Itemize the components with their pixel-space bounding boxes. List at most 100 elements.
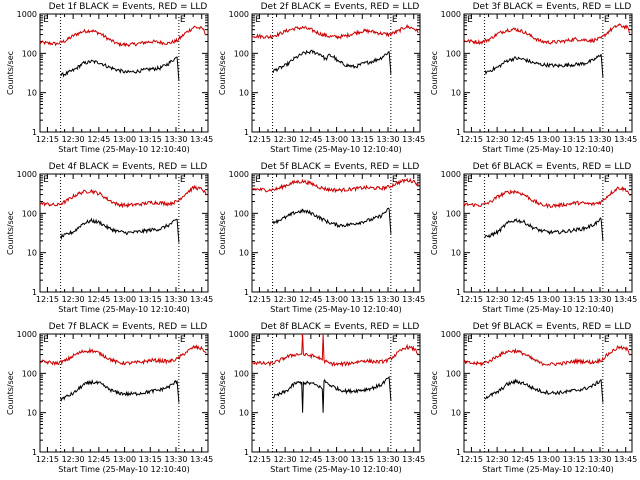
y-tick-label: 1 (32, 288, 37, 297)
x-tick-label: 13:15 (351, 455, 374, 464)
x-tick-label: 13:45 (402, 135, 425, 144)
y-axis-label: Counts/sec (430, 51, 439, 95)
event-marker-label: E (43, 175, 49, 185)
series-line (272, 207, 392, 234)
y-tick-label: 100 (234, 49, 249, 58)
x-tick-label: 12:45 (87, 295, 110, 304)
x-tick-label: 13:45 (402, 455, 425, 464)
y-axis-label: Counts/sec (218, 51, 227, 95)
y-tick-label: 1 (456, 128, 461, 137)
y-tick-label: 100 (446, 369, 461, 378)
y-tick-label: 1000 (17, 170, 37, 179)
x-axis-label: Start Time (25-May-10 12:10:40) (58, 145, 189, 154)
y-tick-label: 10 (27, 409, 37, 418)
x-tick-label: 13:15 (563, 295, 586, 304)
y-tick-label: 1 (456, 448, 461, 457)
series-line (463, 185, 631, 209)
x-axis-label: Start Time (25-May-10 12:10:40) (482, 465, 613, 474)
x-tick-label: 12:30 (62, 295, 85, 304)
plot-frame (251, 173, 421, 293)
plot-frame (463, 173, 633, 293)
series-line (251, 177, 419, 194)
series-line (272, 375, 392, 413)
plot-frame (463, 333, 633, 453)
y-tick-label: 100 (234, 209, 249, 218)
x-axis-label: Start Time (25-May-10 12:10:40) (58, 305, 189, 314)
chart-panel-8: Det 8f BLACK = Events, RED = LLD 1 10 100 10… (218, 322, 425, 474)
event-marker-label: E (604, 15, 610, 25)
plot-frame (463, 13, 633, 133)
x-axis-label: Start Time (25-May-10 12:10:40) (482, 145, 613, 154)
x-tick-label: 12:15 (248, 455, 271, 464)
series-line (39, 184, 207, 209)
x-tick-label: 13:30 (588, 135, 611, 144)
x-tick-label: 13:00 (537, 135, 560, 144)
event-marker-label: E (43, 15, 49, 25)
x-tick-label: 13:15 (351, 295, 374, 304)
x-tick-label: 13:15 (351, 135, 374, 144)
y-tick-label: 1 (244, 448, 249, 457)
series-line (484, 378, 604, 403)
event-marker-label: E (180, 335, 186, 345)
x-tick-label: 13:45 (614, 455, 637, 464)
y-tick-label: 1000 (441, 170, 461, 179)
event-marker-label: E (467, 15, 473, 25)
x-tick-label: 13:30 (376, 295, 399, 304)
chart-panel-5: Det 5f BLACK = Events, RED = LLD 1 10 100 10… (218, 162, 425, 314)
x-tick-label: 12:30 (486, 455, 509, 464)
x-tick-label: 12:15 (460, 135, 483, 144)
event-marker-label: E (467, 335, 473, 345)
x-tick-label: 13:30 (164, 455, 187, 464)
y-axis-label: Counts/sec (218, 211, 227, 255)
y-tick-label: 10 (239, 409, 249, 418)
x-tick-label: 13:15 (139, 135, 162, 144)
x-tick-label: 13:30 (164, 295, 187, 304)
x-tick-label: 13:45 (190, 455, 213, 464)
x-tick-label: 12:30 (486, 135, 509, 144)
chart-panel-1: Det 1f BLACK = Events, RED = LLD 1 10 100 10… (6, 2, 213, 154)
x-tick-label: 12:15 (460, 455, 483, 464)
y-tick-label: 1 (32, 448, 37, 457)
y-axis-label: Counts/sec (6, 51, 15, 95)
y-tick-label: 100 (234, 369, 249, 378)
y-tick-label: 100 (22, 209, 37, 218)
series-line (484, 54, 604, 78)
x-tick-label: 13:00 (537, 455, 560, 464)
x-tick-label: 13:00 (325, 295, 348, 304)
series-line (272, 49, 392, 74)
x-tick-label: 12:30 (62, 135, 85, 144)
chart-title: Det 2f BLACK = Events, RED = LLD (261, 2, 420, 12)
x-axis-label: Start Time (25-May-10 12:10:40) (270, 145, 401, 154)
chart-panel-2: Det 2f BLACK = Events, RED = LLD 1 10 100 10… (218, 2, 425, 154)
x-tick-label: 13:30 (376, 455, 399, 464)
event-marker-label: E (604, 175, 610, 185)
series-line (39, 344, 207, 367)
chart-panel-3: Det 3f BLACK = Events, RED = LLD 1 10 100 10… (430, 2, 637, 154)
x-tick-label: 12:45 (87, 135, 110, 144)
x-tick-label: 13:00 (537, 295, 560, 304)
plot-frame (251, 13, 421, 133)
x-axis-label: Start Time (25-May-10 12:10:40) (270, 465, 401, 474)
y-tick-label: 1000 (17, 330, 37, 339)
chart-panel-9: Det 9f BLACK = Events, RED = LLD 1 10 100 10… (430, 322, 637, 474)
event-marker-label: E (180, 175, 186, 185)
x-tick-label: 13:00 (325, 455, 348, 464)
event-marker-label: E (255, 175, 261, 185)
event-marker-label: E (255, 15, 261, 25)
chart-panel-6: Det 6f BLACK = Events, RED = LLD 1 10 100 10… (430, 162, 637, 314)
plot-frame (39, 173, 209, 293)
x-tick-label: 13:15 (139, 295, 162, 304)
x-tick-label: 13:30 (588, 295, 611, 304)
x-axis-label: Start Time (25-May-10 12:10:40) (482, 305, 613, 314)
event-marker-label: E (392, 15, 398, 25)
plot-frame (39, 13, 209, 133)
x-tick-label: 13:45 (614, 135, 637, 144)
y-tick-label: 1 (244, 288, 249, 297)
x-tick-label: 13:30 (588, 455, 611, 464)
y-tick-label: 1000 (229, 170, 249, 179)
series-line (251, 23, 419, 40)
y-tick-label: 10 (27, 249, 37, 258)
x-tick-label: 13:00 (325, 135, 348, 144)
x-tick-label: 12:30 (486, 295, 509, 304)
event-marker-label: E (604, 335, 610, 345)
